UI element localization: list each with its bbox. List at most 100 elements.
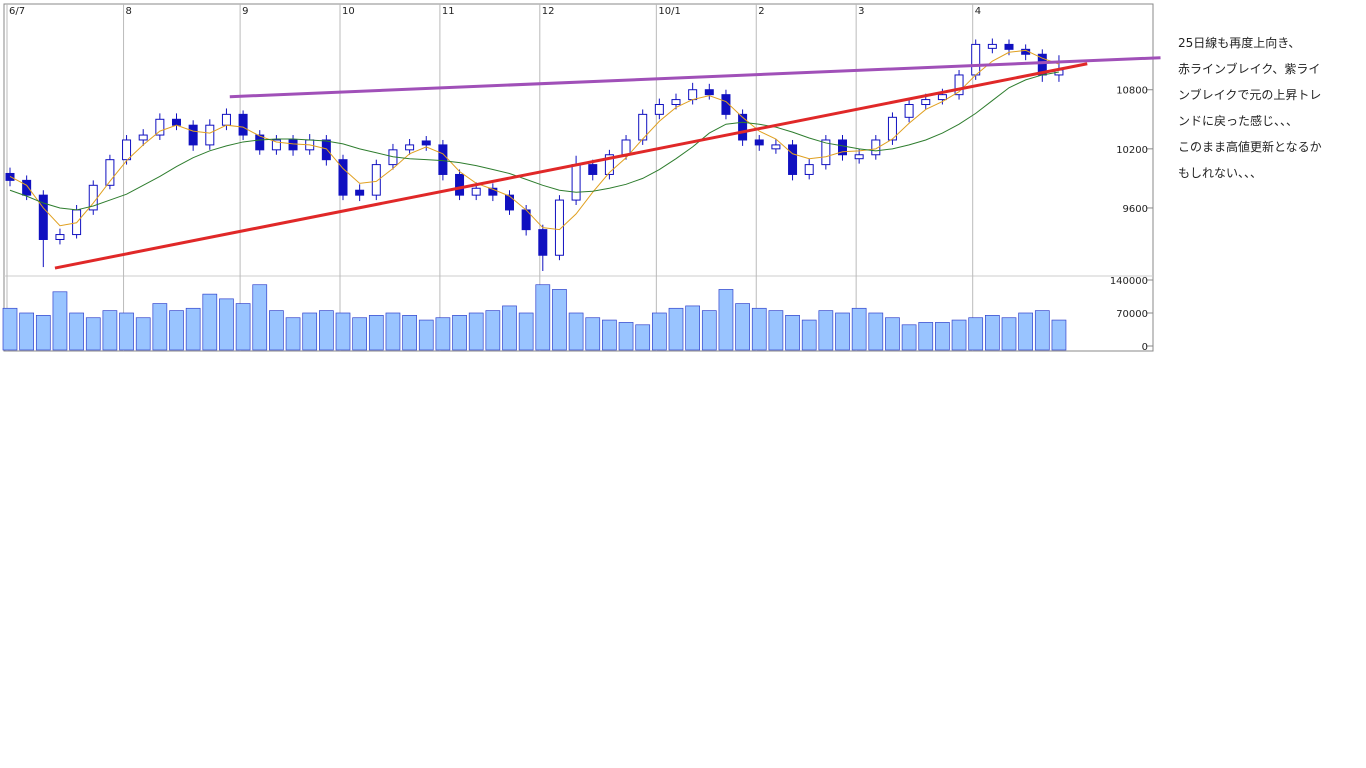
moving-average bbox=[9, 71, 1060, 211]
candle-body bbox=[421, 140, 431, 146]
volume-bar bbox=[851, 307, 867, 351]
candle-body bbox=[604, 154, 614, 175]
candle-body bbox=[971, 43, 981, 76]
candle-body bbox=[255, 134, 265, 151]
candle-body bbox=[937, 94, 947, 101]
y2-tick-label: 140000 bbox=[1110, 276, 1148, 287]
candle-body bbox=[238, 113, 248, 136]
volume-bar bbox=[202, 293, 218, 351]
candle-body bbox=[638, 113, 648, 141]
candle-body bbox=[122, 139, 132, 161]
candle-body bbox=[588, 164, 598, 175]
volume-bar bbox=[535, 284, 551, 351]
annotation-line: このまま高値更新となるか bbox=[1178, 140, 1322, 154]
x-tick-label: 9 bbox=[242, 6, 248, 17]
candle-body bbox=[221, 113, 231, 126]
candle-body bbox=[671, 99, 681, 106]
volume-bar bbox=[585, 317, 601, 351]
y2-tick-label: 0 bbox=[1142, 342, 1148, 353]
volume-bar bbox=[85, 317, 101, 351]
annotation-line: ンブレイクで元の上昇トレ bbox=[1178, 88, 1322, 102]
volume-bar bbox=[302, 312, 318, 351]
volume-bar bbox=[801, 319, 817, 351]
x-tick-label: 6/7 bbox=[9, 6, 25, 17]
candle-body bbox=[871, 139, 881, 156]
candle-body bbox=[155, 118, 165, 136]
candle-body bbox=[438, 144, 448, 175]
volume-bar bbox=[1001, 317, 1017, 351]
volume-bar bbox=[368, 315, 384, 351]
candle-body bbox=[371, 164, 381, 196]
candle-body bbox=[788, 144, 798, 175]
candle-body bbox=[904, 104, 914, 118]
x-tick-label: 10 bbox=[342, 6, 355, 17]
candle-body bbox=[987, 43, 997, 49]
volume-bar bbox=[269, 310, 284, 351]
annotation-line: もしれない、、、 bbox=[1178, 166, 1263, 180]
candle-body bbox=[954, 74, 964, 96]
annotation: 25日線も再度上向き、 赤ラインブレイク、紫ライ ンブレイクで元の上昇トレ ンドに戻っ… bbox=[1178, 30, 1322, 186]
volume-bar bbox=[1018, 312, 1034, 351]
candle-body bbox=[688, 89, 698, 101]
volume-bar bbox=[1034, 310, 1050, 351]
candle-body bbox=[887, 116, 897, 141]
volume-bar bbox=[818, 310, 834, 351]
volume-bar bbox=[951, 319, 967, 351]
candle-body bbox=[571, 164, 581, 201]
y-tick-label: 10800 bbox=[1116, 86, 1148, 97]
volume-bar bbox=[102, 310, 118, 351]
volume-bar bbox=[19, 312, 34, 351]
volume-bar bbox=[868, 312, 884, 351]
annotation-line: ンドに戻った感じ、、、 bbox=[1178, 114, 1299, 128]
candle-body bbox=[821, 139, 831, 166]
candle-body bbox=[771, 144, 781, 150]
volume-bar bbox=[718, 289, 734, 351]
volume-bar bbox=[285, 317, 301, 351]
candle-body bbox=[505, 194, 514, 211]
y-tick-label: 10200 bbox=[1116, 145, 1148, 156]
volume-bar bbox=[502, 305, 517, 351]
trend-line bbox=[229, 56, 1161, 99]
y-tick-label: 9600 bbox=[1123, 204, 1148, 215]
volume-bar bbox=[651, 312, 667, 351]
volume-bar bbox=[219, 298, 234, 351]
candle-body bbox=[1004, 43, 1014, 50]
volume-bar bbox=[319, 310, 334, 351]
volume-bar bbox=[169, 310, 184, 351]
volume-bar bbox=[152, 303, 168, 351]
candle-body bbox=[321, 139, 331, 161]
volume-bar bbox=[252, 284, 268, 351]
y2-tick-label: 70000 bbox=[1116, 309, 1148, 320]
candle-body bbox=[405, 144, 415, 151]
volume-bar bbox=[385, 312, 401, 351]
volume-bar bbox=[735, 303, 750, 351]
volume-bar bbox=[935, 322, 950, 351]
x-tick-label: 3 bbox=[858, 6, 864, 17]
volume-bar bbox=[668, 307, 684, 351]
candle-body bbox=[138, 134, 148, 141]
x-tick-label: 2 bbox=[758, 6, 764, 17]
candle-body bbox=[38, 194, 48, 240]
candle-body bbox=[55, 234, 65, 240]
volume-bar bbox=[918, 322, 934, 351]
volume-bar bbox=[785, 315, 800, 351]
candle-body bbox=[921, 99, 931, 106]
annotation-line: 赤ラインブレイク、紫ライ bbox=[1178, 62, 1321, 76]
x-tick-label: 11 bbox=[442, 6, 455, 17]
candle-body bbox=[554, 199, 564, 256]
x-tick-label: 12 bbox=[542, 6, 555, 17]
candle-body bbox=[738, 113, 748, 141]
volume-bar bbox=[518, 312, 534, 351]
candle-body bbox=[621, 139, 631, 156]
volume-bar bbox=[1051, 319, 1067, 351]
volume-bar bbox=[335, 312, 351, 351]
x-tick-label: 8 bbox=[126, 6, 132, 17]
volume-bar bbox=[452, 315, 467, 351]
volume-bar bbox=[468, 312, 484, 351]
volume-bar bbox=[35, 315, 51, 351]
volume-bar bbox=[69, 312, 84, 351]
volume-bar bbox=[235, 303, 251, 351]
volume-bar bbox=[185, 307, 201, 351]
